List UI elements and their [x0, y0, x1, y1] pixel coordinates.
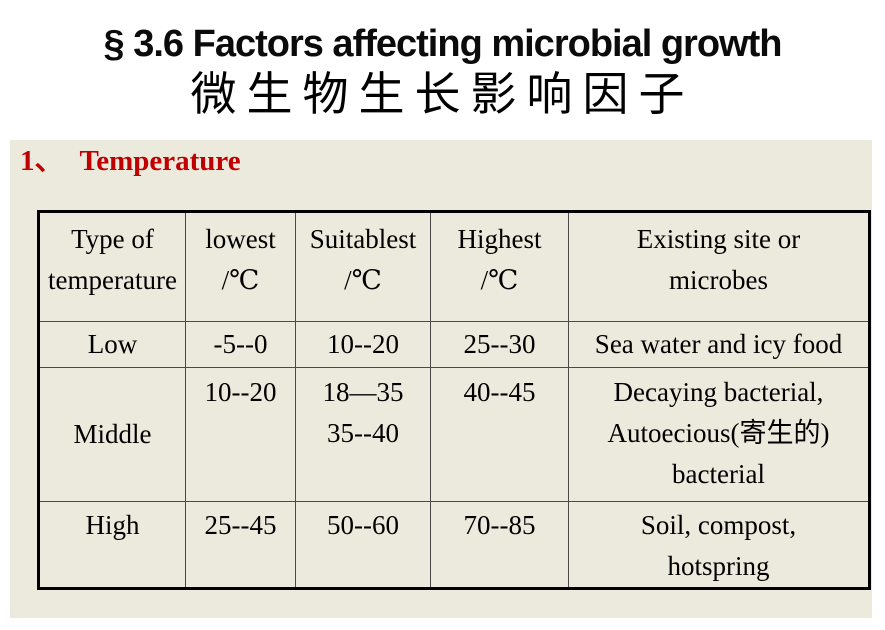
- section-heading: 1、 Temperature: [20, 145, 241, 177]
- title-block: § 3.6 Factors affecting microbial growth…: [0, 0, 885, 140]
- cell-line: Soil, compost,: [640, 510, 797, 540]
- cell-high-lowest: 25--45: [185, 501, 296, 589]
- cell-middle-lowest: 10--20: [185, 367, 296, 502]
- slide-title: § 3.6 Factors affecting microbial growth: [103, 23, 783, 65]
- cell-line: hotspring: [667, 551, 770, 581]
- col-header-lowest: lowest /℃: [185, 210, 296, 322]
- cell-middle-highest: 40--45: [430, 367, 569, 502]
- header-line: Highest: [457, 224, 542, 254]
- header-line: Suitablest: [309, 224, 417, 254]
- header-line: temperature: [48, 265, 177, 295]
- cell-line: Decaying bacterial,: [613, 377, 824, 407]
- cell-low-type: Low: [38, 321, 186, 368]
- cell-line: Autoecious(寄生的): [607, 418, 830, 448]
- cell-middle-type: Middle: [38, 367, 186, 502]
- header-line: microbes: [669, 265, 768, 295]
- cell-high-site: Soil, compost, hotspring: [568, 501, 870, 589]
- content-panel: 1、 Temperature Type of temperature lowest: [10, 140, 872, 618]
- cell-line: 35--40: [327, 418, 399, 448]
- header-unit: /℃: [344, 265, 382, 295]
- cell-low-site: Sea water and icy food: [568, 321, 870, 368]
- col-header-type-of-temperature: Type of temperature: [38, 210, 186, 322]
- temperature-table: Type of temperature lowest /℃ Suitablest…: [37, 210, 871, 590]
- cell-line: bacterial: [672, 459, 765, 489]
- header-unit: /℃: [221, 265, 260, 295]
- table-row-middle: Middle 10--20 18—35 35--40 40--45 Decayi…: [38, 367, 870, 502]
- cell-low-lowest: -5--0: [185, 321, 296, 368]
- cell-line: 18—35: [322, 377, 404, 407]
- header-line: lowest: [205, 224, 276, 254]
- table-row-high: High 25--45 50--60 70--85 Soil, compost,…: [38, 501, 870, 589]
- table-header-row: Type of temperature lowest /℃ Suitablest…: [38, 210, 870, 322]
- col-header-existing-site: Existing site or microbes: [568, 210, 870, 322]
- col-header-suitablest: Suitablest /℃: [295, 210, 431, 322]
- slide-subtitle-chinese: 微生物生长影响因子: [190, 67, 695, 121]
- cell-low-highest: 25--30: [430, 321, 569, 368]
- section-label: Temperature: [79, 145, 241, 177]
- cell-high-type: High: [38, 501, 186, 589]
- table-row-low: Low -5--0 10--20 25--30 Sea water and ic…: [38, 321, 870, 368]
- cell-middle-site: Decaying bacterial, Autoecious(寄生的) bact…: [568, 367, 870, 502]
- header-line: Existing site or: [636, 224, 801, 254]
- col-header-highest: Highest /℃: [430, 210, 569, 322]
- cell-high-highest: 70--85: [430, 501, 569, 589]
- section-number: 1、: [20, 145, 64, 177]
- cell-low-suitablest: 10--20: [295, 321, 431, 368]
- header-unit: /℃: [480, 265, 519, 295]
- cell-middle-suitablest: 18—35 35--40: [295, 367, 431, 502]
- header-line: Type of: [71, 224, 154, 254]
- cell-high-suitablest: 50--60: [295, 501, 431, 589]
